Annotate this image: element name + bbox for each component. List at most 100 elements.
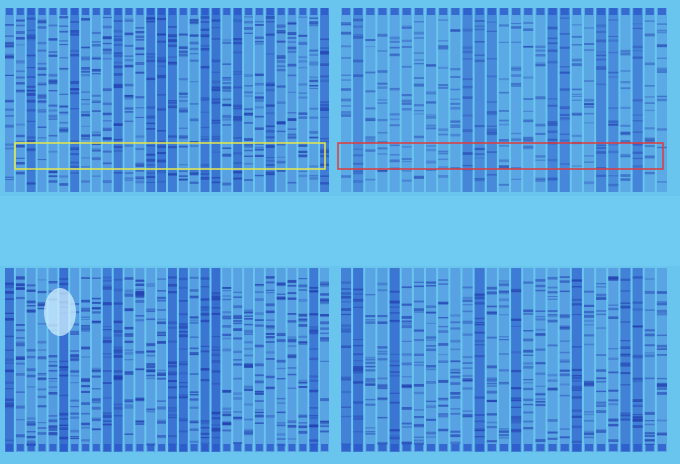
gel-band: [608, 371, 619, 374]
gel-band: [320, 339, 329, 342]
gel-band: [523, 354, 534, 356]
gel-band: [596, 286, 607, 288]
gel-band: [438, 86, 449, 89]
gel-band: [511, 418, 522, 422]
gel-band: [189, 319, 199, 322]
gel-band: [498, 183, 509, 186]
gel-band: [26, 311, 36, 313]
gel-band: [413, 424, 424, 428]
gel-band: [547, 314, 558, 318]
gel-band: [365, 117, 376, 121]
gel-band: [81, 46, 90, 49]
gel-band: [498, 166, 509, 168]
gel-well: [597, 8, 606, 15]
gel-band: [265, 88, 275, 92]
gel-band: [426, 348, 437, 352]
gel-band: [377, 353, 388, 355]
gel-band: [486, 125, 497, 127]
gel-band: [608, 76, 619, 78]
gel-band: [37, 94, 47, 98]
gel-band: [146, 350, 156, 353]
gel-band: [26, 355, 36, 359]
gel-band: [135, 279, 145, 282]
gel-band: [287, 387, 297, 389]
gel-band: [287, 345, 297, 347]
gel-band: [535, 316, 546, 318]
gel-band: [113, 138, 123, 141]
gel-band: [608, 123, 619, 126]
gel-band: [596, 54, 607, 57]
gel-band: [656, 392, 667, 395]
gel-band: [26, 34, 36, 37]
gel-band: [389, 435, 400, 437]
gel-band: [59, 57, 69, 59]
gel-band: [523, 21, 534, 24]
gel-band: [474, 396, 485, 399]
gel-band: [265, 333, 275, 335]
gel-band: [535, 159, 546, 161]
gel-well: [223, 444, 231, 451]
gel-band: [48, 378, 58, 380]
gel-band: [486, 132, 497, 136]
gel-band: [189, 373, 199, 375]
gel-band: [596, 83, 607, 86]
gel-band: [535, 96, 546, 99]
gel-band: [353, 366, 364, 368]
gel-band: [596, 310, 607, 312]
gel-band: [124, 289, 134, 293]
gel-band: [426, 345, 437, 347]
gel-band: [486, 390, 497, 394]
gel-band: [168, 34, 177, 37]
gel-band: [244, 403, 253, 406]
gel-band: [511, 132, 522, 135]
gel-band: [450, 106, 461, 110]
gel-band: [571, 314, 582, 316]
gel-well: [597, 444, 606, 451]
gel-band: [254, 400, 264, 402]
gel-band: [211, 417, 221, 420]
gel-band: [523, 362, 534, 365]
gel-band: [413, 361, 424, 363]
gel-band: [113, 123, 123, 126]
gel-band: [59, 374, 69, 377]
gel-well: [299, 444, 307, 451]
gel-band: [70, 358, 80, 361]
gel-band: [401, 46, 412, 48]
gel-band: [102, 36, 112, 39]
gel-band: [571, 134, 582, 137]
gel-band: [113, 44, 123, 46]
gel-band: [59, 418, 69, 420]
gel-lane: [244, 268, 253, 452]
gel-band: [233, 152, 243, 155]
gel-band: [584, 382, 595, 385]
gel-well: [266, 8, 274, 15]
gel-well: [27, 444, 35, 451]
gel-band: [5, 398, 14, 402]
gel-band: [15, 157, 25, 159]
gel-band: [211, 312, 221, 315]
gel-band: [462, 387, 473, 390]
gel-band: [70, 165, 80, 168]
gel-band: [15, 60, 25, 62]
gel-band: [254, 414, 264, 418]
gel-lane: [26, 268, 36, 452]
gel-band: [474, 148, 485, 150]
gel-band: [211, 295, 221, 298]
gel-band: [244, 329, 253, 333]
gel-band: [135, 62, 145, 65]
gel-band: [353, 370, 364, 374]
gel-band: [389, 392, 400, 394]
gel-band: [254, 73, 264, 77]
gel-band: [265, 125, 275, 128]
gel-band: [644, 127, 655, 130]
gel-band: [276, 433, 286, 436]
gel-well: [190, 8, 198, 15]
gel-band: [401, 353, 412, 356]
gel-band: [644, 138, 655, 142]
gel-band: [178, 46, 188, 49]
gel-band: [59, 374, 69, 377]
gel-band: [413, 52, 424, 54]
gel-band: [320, 47, 329, 49]
gel-band: [146, 343, 156, 347]
gel-band: [608, 144, 619, 146]
